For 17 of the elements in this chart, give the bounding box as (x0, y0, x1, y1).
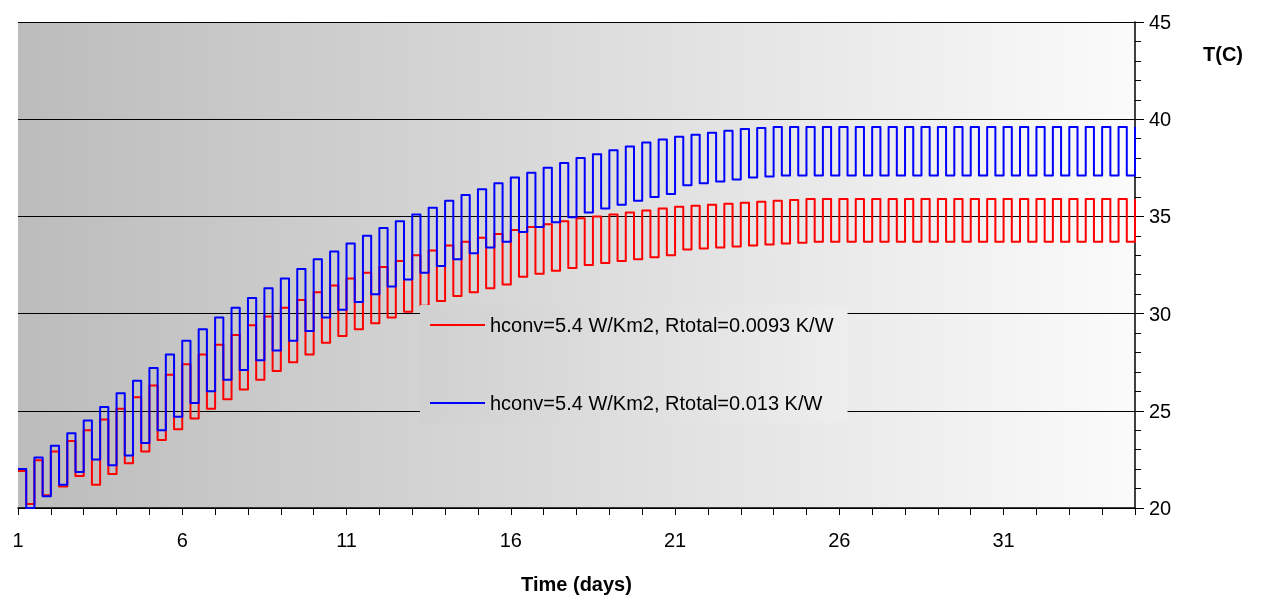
y-axis-title: T(C) (1203, 43, 1243, 65)
x-tick-label: 6 (176, 529, 188, 551)
y-tick-label: 45 (1149, 11, 1172, 33)
y-tick-label: 30 (1149, 302, 1172, 325)
x-tick-label: 31 (992, 529, 1015, 551)
legend-label: hconv=5.4 W/Km2, Rtotal=0.013 K/W (490, 392, 823, 414)
x-tick-label: 11 (336, 529, 357, 551)
y-tick-label: 35 (1149, 205, 1172, 228)
x-tick-label: 21 (663, 529, 687, 551)
y-tick-label: 25 (1149, 399, 1172, 422)
x-tick-label: 16 (499, 529, 522, 551)
y-tick-label: 20 (1149, 497, 1172, 519)
x-axis-title: Time (days) (521, 573, 632, 595)
legend-label: hconv=5.4 W/Km2, Rtotal=0.0093 K/W (490, 314, 834, 336)
x-tick-label: 1 (12, 529, 24, 551)
y-tick-label: 40 (1149, 108, 1172, 131)
x-tick-label: 26 (828, 529, 851, 551)
